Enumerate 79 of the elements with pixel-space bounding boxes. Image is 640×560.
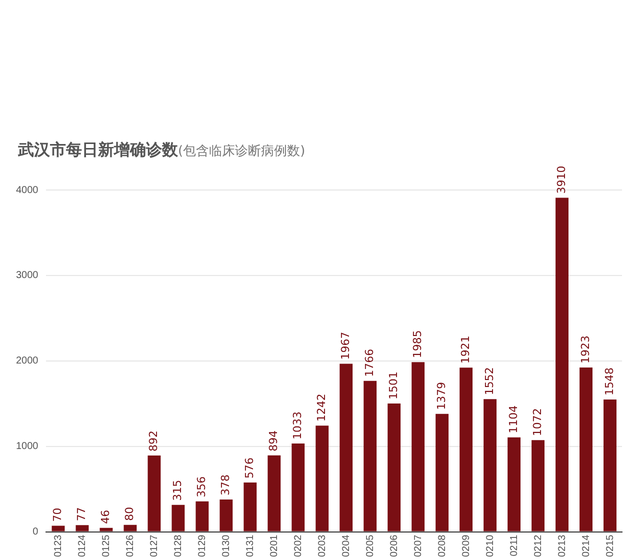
x-tick-label: 0124 — [76, 534, 88, 558]
data-label: 315 — [171, 480, 184, 501]
bar — [604, 399, 616, 532]
bar — [340, 364, 353, 532]
data-label: 1985 — [410, 330, 424, 358]
x-tick-label: 0214 — [580, 534, 592, 558]
chart-title: 武汉市每日新增确诊数 — [18, 140, 178, 159]
bar — [268, 455, 281, 532]
bar — [580, 367, 592, 532]
data-label: 1072 — [530, 408, 544, 436]
bar — [124, 524, 137, 532]
data-label: 894 — [267, 430, 280, 452]
x-tick-label: 0129 — [196, 534, 208, 558]
x-tick-label: 0123 — [52, 534, 64, 558]
x-tick-label: 0207 — [412, 534, 424, 558]
data-label: 576 — [243, 458, 256, 479]
chart-subtitle: (包含临床诊断病例数) — [178, 144, 306, 159]
x-tick-label: 0208 — [436, 534, 448, 558]
bar — [388, 404, 401, 532]
x-tick-label: 0201 — [268, 534, 280, 558]
bar — [460, 368, 473, 532]
bar — [532, 440, 545, 532]
data-label: 1104 — [506, 405, 520, 434]
data-label: 1242 — [314, 394, 328, 422]
data-label: 1552 — [482, 367, 496, 396]
data-label: 3910 — [554, 166, 568, 194]
bar — [244, 482, 257, 532]
bar — [412, 362, 425, 532]
bar — [172, 504, 185, 532]
data-label: 46 — [99, 510, 112, 524]
x-tick-label: 0211 — [508, 534, 520, 556]
bar — [196, 501, 209, 532]
bar — [100, 528, 113, 532]
data-label: 1921 — [458, 336, 472, 364]
data-label: 1766 — [362, 348, 376, 377]
bar — [556, 198, 569, 532]
bar — [76, 525, 89, 532]
x-tick-label: 0130 — [220, 534, 232, 558]
y-tick-label: 2000 — [16, 356, 39, 367]
x-tick-label: 0210 — [484, 534, 496, 558]
data-label: 892 — [147, 430, 160, 452]
bar — [220, 499, 233, 532]
x-tick-label: 0128 — [172, 534, 184, 558]
x-tick-label: 0202 — [292, 534, 304, 558]
data-label: 1967 — [338, 332, 352, 360]
data-label: 378 — [219, 474, 232, 496]
x-tick-label: 0215 — [604, 534, 616, 558]
x-tick-label: 0205 — [364, 534, 376, 558]
data-label: 77 — [75, 507, 88, 522]
data-label: 1033 — [291, 411, 304, 440]
bar — [148, 456, 161, 532]
bar — [364, 380, 377, 532]
y-tick-label: 4000 — [16, 184, 39, 196]
x-tick-label: 0204 — [340, 534, 352, 558]
data-label: 1379 — [434, 382, 448, 410]
y-tick-label: 1000 — [16, 441, 39, 452]
bar — [484, 399, 497, 532]
y-tick-label: 3000 — [16, 270, 39, 282]
x-tick-label: 0213 — [556, 534, 568, 558]
bar — [52, 526, 65, 532]
x-tick-label: 0203 — [316, 534, 328, 558]
data-label: 1501 — [386, 372, 400, 400]
x-tick-label: 0131 — [244, 534, 256, 558]
bar — [292, 443, 305, 532]
data-label: 356 — [195, 476, 208, 498]
data-label: 1923 — [578, 335, 592, 364]
data-label: 70 — [51, 508, 64, 522]
x-tick-label: 0206 — [388, 534, 400, 558]
data-label: 1548 — [602, 367, 616, 396]
x-tick-label: 0212 — [532, 534, 544, 558]
data-label: 80 — [123, 506, 136, 521]
x-tick-label: 0127 — [148, 534, 160, 558]
bar — [316, 426, 329, 532]
bar — [436, 414, 449, 532]
x-tick-label: 0209 — [460, 534, 472, 558]
y-tick-label: 0 — [32, 526, 39, 538]
bar — [508, 437, 521, 532]
x-tick-label: 0126 — [124, 534, 136, 558]
x-tick-label: 0125 — [100, 534, 112, 558]
